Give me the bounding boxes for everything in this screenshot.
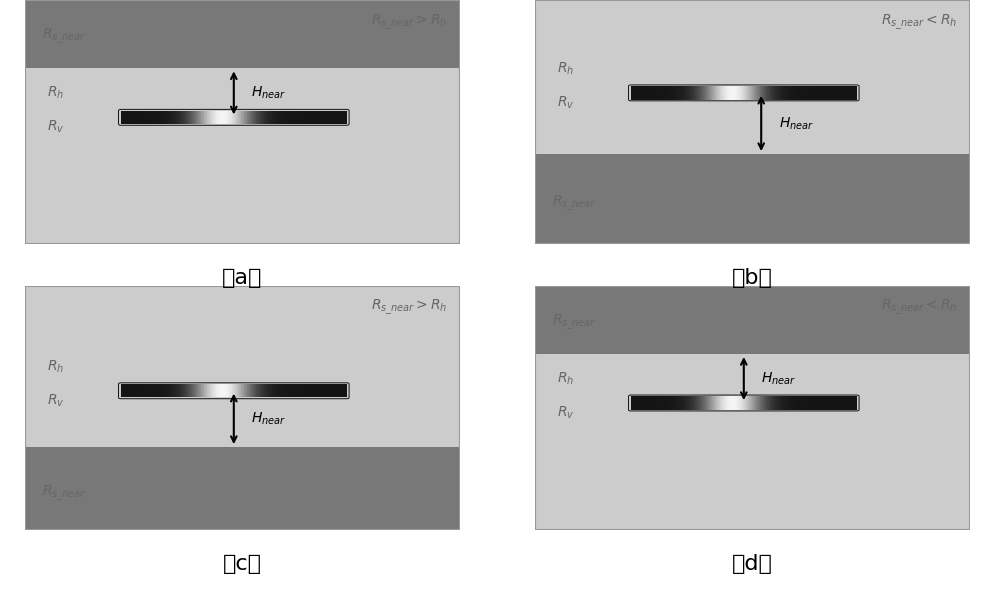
Text: （a）: （a） [222,268,263,288]
Text: $R_v$: $R_v$ [47,392,64,409]
Bar [25,0,460,68]
Text: $H_{near}$: $H_{near}$ [761,370,796,387]
Text: $R_v$: $R_v$ [47,119,64,135]
Text: $H_{near}$: $H_{near}$ [251,411,286,427]
Text: $R_{s\_near}>R_h$: $R_{s\_near}>R_h$ [371,12,447,32]
Text: $R_h$: $R_h$ [47,85,64,101]
Text: $H_{near}$: $H_{near}$ [779,115,814,131]
Bar [535,354,970,530]
Bar [25,68,460,244]
Bar [535,0,970,154]
Text: $R_h$: $R_h$ [47,358,64,375]
Bar [535,154,970,244]
Text: $R_{s\_near}$: $R_{s\_near}$ [42,484,87,503]
Text: $R_{s\_near}$: $R_{s\_near}$ [552,313,597,332]
Text: $R_{s\_near}>R_h$: $R_{s\_near}>R_h$ [371,298,447,317]
Text: $R_{s\_near}$: $R_{s\_near}$ [42,27,87,47]
Text: $R_v$: $R_v$ [557,94,574,111]
Text: （b）: （b） [732,268,773,288]
Text: $R_{s\_near}<R_h$: $R_{s\_near}<R_h$ [881,12,957,32]
Text: $R_h$: $R_h$ [557,60,574,77]
Text: （c）: （c） [223,554,262,574]
Bar [25,447,460,530]
Text: $R_v$: $R_v$ [557,405,574,421]
Text: $R_h$: $R_h$ [557,370,574,387]
Bar [25,286,460,447]
Bar [535,286,970,354]
Text: （d）: （d） [732,554,773,574]
Text: $R_{s\_near}$: $R_{s\_near}$ [552,193,597,213]
Text: $H_{near}$: $H_{near}$ [251,85,286,101]
Text: $R_{s\_near}<R_h$: $R_{s\_near}<R_h$ [881,298,957,317]
